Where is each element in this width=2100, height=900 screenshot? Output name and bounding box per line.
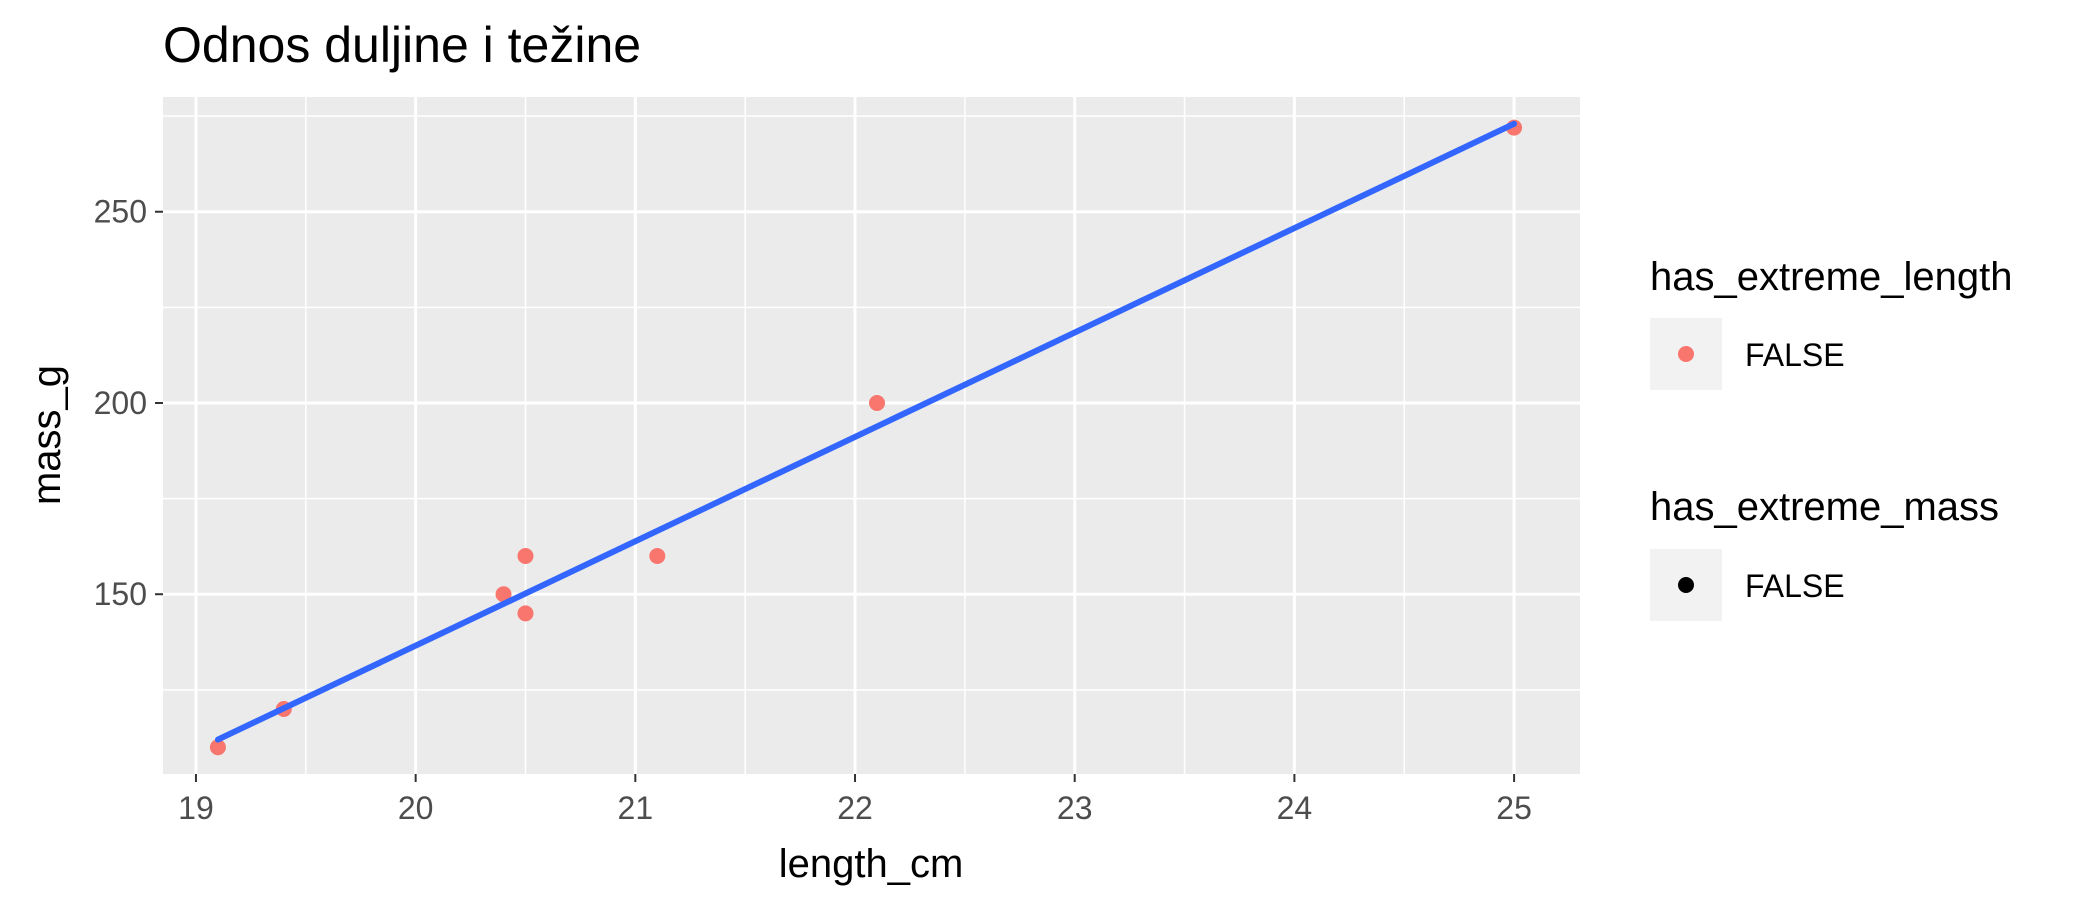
- x-axis-title: length_cm: [779, 842, 964, 886]
- y-tick-label: 150: [94, 576, 147, 612]
- data-point: [517, 547, 534, 564]
- x-tick-label: 21: [618, 790, 654, 826]
- legend: has_extreme_length FALSE has_extreme_mas…: [1650, 255, 2012, 621]
- y-axis-title: mass_g: [25, 365, 69, 505]
- x-tick-label: 19: [178, 790, 214, 826]
- legend-dot-length: [1678, 346, 1694, 362]
- y-tick-label: 200: [94, 385, 147, 421]
- grid-minor: [163, 97, 1580, 774]
- trend-line: [214, 120, 1518, 743]
- plot-panel: [163, 97, 1580, 774]
- x-tick-label: 24: [1277, 790, 1313, 826]
- legend-dot-mass: [1678, 577, 1694, 593]
- y-axis-ticks: 150 200 250: [94, 194, 163, 612]
- data-point: [495, 586, 512, 603]
- x-tick-label: 20: [398, 790, 434, 826]
- x-tick-label: 23: [1057, 790, 1093, 826]
- legend-title-mass: has_extreme_mass: [1650, 485, 1999, 529]
- chart-title: Odnos duljine i težine: [163, 17, 641, 73]
- legend-label-mass: FALSE: [1745, 568, 1845, 604]
- legend-title-length: has_extreme_length: [1650, 255, 2012, 299]
- x-tick-label: 22: [837, 790, 873, 826]
- data-point: [209, 739, 226, 756]
- data-point: [517, 605, 534, 622]
- data-point: [649, 547, 666, 564]
- x-axis-ticks: 19 20 21 22 23 24 25: [178, 774, 1532, 826]
- legend-label-length: FALSE: [1745, 337, 1845, 373]
- data-point: [868, 394, 885, 411]
- y-tick-label: 250: [94, 194, 147, 230]
- x-tick-label: 25: [1496, 790, 1532, 826]
